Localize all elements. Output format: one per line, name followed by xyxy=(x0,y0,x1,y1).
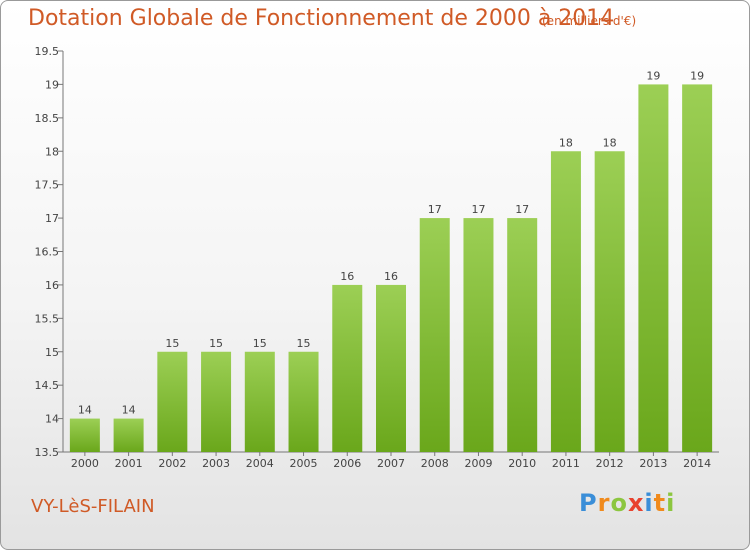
y-tick-label: 19.5 xyxy=(35,45,60,58)
y-tick-label: 14 xyxy=(45,413,59,426)
bar xyxy=(550,151,581,452)
y-tick-label: 16.5 xyxy=(35,246,60,259)
logo-letter: o xyxy=(610,489,628,517)
x-tick-label: 2014 xyxy=(683,457,711,470)
bar-value-label: 16 xyxy=(384,270,398,283)
value-labels: 14 14 15 15 15 15 16 16 17 17 17 18 18 19 19 xyxy=(78,69,704,416)
x-tick-label: 2010 xyxy=(508,457,536,470)
bar xyxy=(157,351,188,452)
bar xyxy=(463,218,494,452)
y-tick-label: 13.5 xyxy=(35,446,60,459)
x-tick-label: 2012 xyxy=(596,457,624,470)
bar xyxy=(638,84,669,453)
bar-value-label: 17 xyxy=(471,203,485,216)
town-name: VY-LèS-FILAIN xyxy=(31,496,155,517)
x-tick-label: 2002 xyxy=(158,457,186,470)
y-tick-label: 17 xyxy=(45,212,59,225)
bar xyxy=(113,418,144,452)
x-tick-label: 2003 xyxy=(202,457,230,470)
bar-value-label: 17 xyxy=(428,203,442,216)
y-tick-label: 14.5 xyxy=(35,379,60,392)
x-tick-label: 2008 xyxy=(421,457,449,470)
bar-value-label: 15 xyxy=(165,337,179,350)
bar-value-label: 15 xyxy=(253,337,267,350)
y-tick-label: 17.5 xyxy=(35,179,60,192)
logo-letter: r xyxy=(597,489,611,517)
bar xyxy=(288,351,319,452)
y-tick-label: 16 xyxy=(45,279,59,292)
bar xyxy=(594,151,625,452)
bar-value-label: 15 xyxy=(209,337,223,350)
bar xyxy=(507,218,538,452)
logo-letter: i xyxy=(644,489,654,517)
bar-value-label: 14 xyxy=(78,404,92,417)
bars xyxy=(69,84,713,453)
x-tick-label: 2001 xyxy=(115,457,143,470)
bar-value-label: 15 xyxy=(297,337,311,350)
x-tick-label: 2007 xyxy=(377,457,405,470)
x-tick-label: 2011 xyxy=(552,457,580,470)
chart-subtitle: (en milliers d'€) xyxy=(542,14,637,28)
x-axis: 2000 2001 2002 2003 2004 2005 2006 2007 2008 2009… xyxy=(63,451,719,470)
logo-letter: x xyxy=(627,489,645,517)
bar xyxy=(682,84,713,453)
bar xyxy=(201,351,232,452)
proxiti-logo[interactable]: Proxiti xyxy=(579,489,675,517)
x-tick-label: 2006 xyxy=(333,457,361,470)
y-tick-label: 18.5 xyxy=(35,112,60,125)
y-tick-label: 19 xyxy=(45,78,59,91)
bar-value-label: 17 xyxy=(515,203,529,216)
chart-title: Dotation Globale de Fonctionnement de 20… xyxy=(28,6,615,31)
logo-letter: P xyxy=(579,489,598,517)
x-tick-label: 2005 xyxy=(290,457,318,470)
x-tick-label: 2009 xyxy=(464,457,492,470)
y-tick-label: 15.5 xyxy=(35,312,60,325)
bar-value-label: 16 xyxy=(340,270,354,283)
logo-letter: i xyxy=(666,489,676,517)
bar-value-label: 19 xyxy=(690,69,704,82)
bar-value-label: 18 xyxy=(603,136,617,149)
bar xyxy=(332,284,363,452)
bar-value-label: 14 xyxy=(122,404,136,417)
bar-value-label: 18 xyxy=(559,136,573,149)
x-tick-label: 2013 xyxy=(639,457,667,470)
bar xyxy=(419,218,450,452)
bar xyxy=(376,284,406,452)
bar-value-label: 19 xyxy=(646,69,660,82)
y-tick-label: 15 xyxy=(45,346,59,359)
bar xyxy=(244,351,275,452)
logo-letter: t xyxy=(653,489,667,517)
x-tick-label: 2000 xyxy=(71,457,99,470)
y-tick-label: 18 xyxy=(45,145,59,158)
bar xyxy=(69,418,100,452)
y-axis: 13.5 14 14.5 15 15.5 16 16.5 17 17.5 18 18.5 19 19.5 xyxy=(35,45,64,459)
x-tick-label: 2004 xyxy=(246,457,274,470)
